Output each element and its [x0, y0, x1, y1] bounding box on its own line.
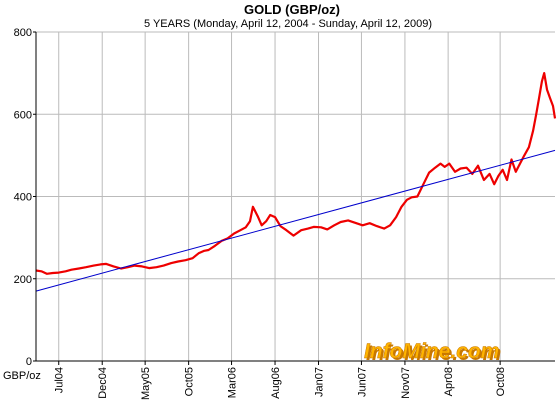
x-tick-label: Jul04 [54, 367, 66, 393]
y-tick-label: 800 [14, 27, 32, 39]
chart-title: GOLD (GBP/oz) [244, 2, 340, 17]
x-tick-labels: Jul04 Dec04 May05 Oct05 Mar06 Aug06 Jan07 Jun07… [54, 367, 507, 400]
x-tick-label: Apr08 [443, 367, 455, 396]
y-tick-label: 600 [14, 109, 32, 121]
x-tick-label: Jun07 [356, 367, 368, 397]
x-tick-label: Dec04 [97, 367, 109, 399]
x-tick-label: Jan07 [314, 367, 326, 397]
axes [33, 31, 555, 365]
grid [36, 31, 555, 361]
watermark-shadow: InfoMine.com [366, 342, 501, 365]
x-tick-label: Oct08 [495, 367, 507, 396]
y-tick-labels: 0 200 400 600 800 [14, 27, 32, 368]
x-tick-label: May05 [140, 367, 152, 400]
y-tick-label: 0 [26, 356, 32, 368]
trend-line [35, 149, 556, 292]
series-layer [35, 71, 557, 292]
chart-subtitle: 5 YEARS (Monday, April 12, 2004 - Sunday… [144, 18, 432, 30]
x-tick-label: Mar06 [227, 367, 239, 398]
x-tick-label: Oct05 [184, 367, 196, 396]
infomine-watermark-logo: InfoMine.com InfoMine.com [364, 340, 502, 365]
gold-price-line [35, 71, 557, 275]
x-tick-label: Aug06 [270, 367, 282, 399]
y-tick-label: 400 [14, 192, 32, 204]
x-tick-label: Nov07 [400, 367, 412, 399]
watermark-text: InfoMine.com [364, 340, 499, 363]
y-axis-unit-label: GBP/oz [3, 370, 41, 382]
y-tick-label: 200 [14, 274, 32, 286]
